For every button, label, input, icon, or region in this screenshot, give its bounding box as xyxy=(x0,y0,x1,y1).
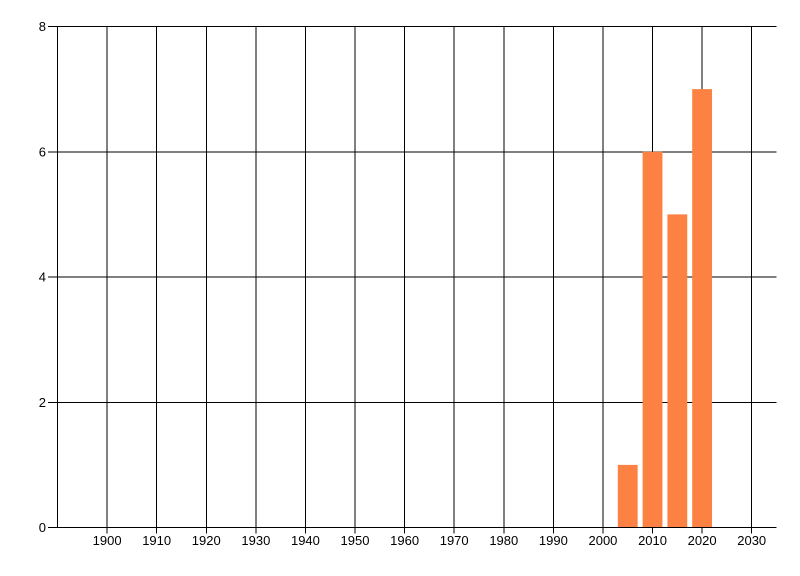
x-tick-label: 1960 xyxy=(390,533,419,548)
x-tick-label: 1940 xyxy=(291,533,320,548)
x-tick-label: 1970 xyxy=(440,533,469,548)
y-tick-label: 8 xyxy=(39,19,46,34)
y-tick-label: 6 xyxy=(39,144,46,159)
x-tick-label: 1980 xyxy=(489,533,518,548)
bar xyxy=(667,214,688,528)
y-tick-label: 2 xyxy=(39,395,46,410)
x-tick-label: 1920 xyxy=(192,533,221,548)
y-tick-label: 4 xyxy=(39,270,46,285)
x-tick-label: 2010 xyxy=(638,533,667,548)
x-tick-label: 2030 xyxy=(737,533,766,548)
bar xyxy=(617,464,638,528)
x-tick-label: 1930 xyxy=(241,533,270,548)
x-tick-label: 1990 xyxy=(539,533,568,548)
x-tick-label: 2020 xyxy=(688,533,717,548)
bar xyxy=(642,151,663,528)
x-tick-label: 1900 xyxy=(93,533,122,548)
x-tick-label: 1910 xyxy=(142,533,171,548)
y-tick-label: 0 xyxy=(39,520,46,535)
x-tick-label: 1950 xyxy=(341,533,370,548)
x-tick-label: 2000 xyxy=(588,533,617,548)
bar xyxy=(692,89,713,528)
